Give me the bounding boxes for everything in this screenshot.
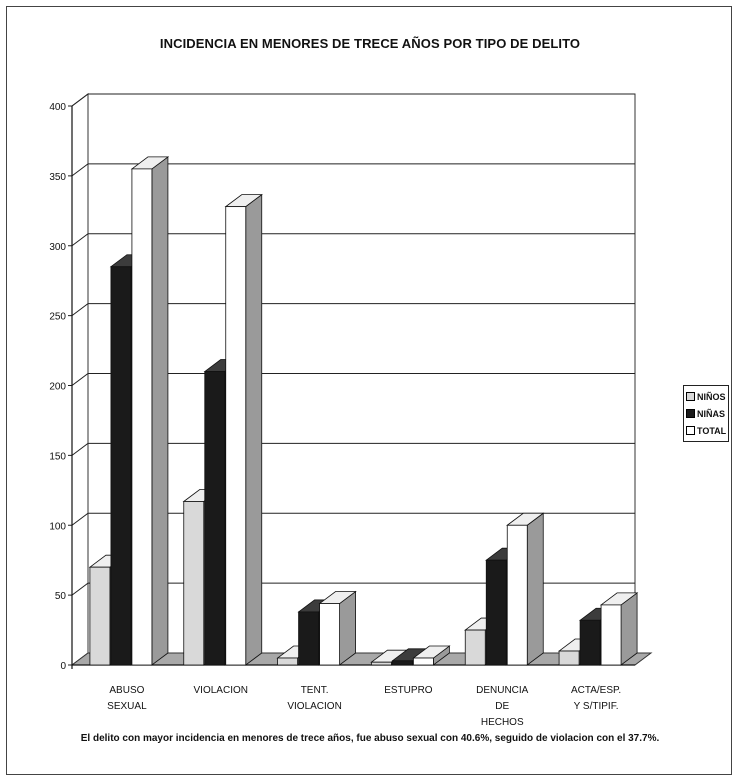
category-label-line: DENUNCIA [476,685,529,696]
gridline [71,582,635,596]
y-tick-label: 250 [49,312,66,323]
bar-front [579,619,601,666]
bar-front [319,603,340,666]
bar-front [225,206,247,666]
bar-side [151,156,169,666]
bar-total-0 [130,156,170,666]
legend: NIÑOS NIÑAS TOTAL [683,385,729,442]
bar-total-3 [412,645,451,666]
gridline [71,93,635,107]
category-label-line: ESTUPRO [384,685,433,696]
category-label-2: TENT. VIOLACION [270,683,360,715]
chart-frame [6,6,732,775]
category-label-line: ACTA/ESP. [570,685,622,696]
legend-swatch-total [686,426,695,435]
category-label-3: ESTUPRO [363,683,453,699]
bar-side [339,590,356,666]
gridline [71,233,635,247]
bar-front [392,660,413,666]
y-tick-label: 350 [49,172,66,183]
bar-front [485,559,507,666]
category-label-1: VIOLACION [176,683,266,699]
bar-front [204,371,226,666]
bar-front [558,650,580,666]
category-label-line: Y S/TIPIF. [573,701,619,712]
y-tick-label: 300 [49,242,66,253]
y-tick-label: 150 [49,451,66,462]
legend-item-total: TOTAL [686,422,726,439]
category-label-0: ABUSO SEXUAL [82,683,172,715]
legend-item-ninos: NIÑOS [686,388,726,405]
bar-total-1 [224,193,263,666]
legend-item-ninas: NIÑAS [686,405,726,422]
bar-side [245,193,263,666]
bar-side [526,512,544,666]
category-label-line: HECHOS [480,717,524,728]
category-label-line: TENT. [300,685,329,696]
gridlines [70,93,653,666]
gridline [71,303,635,317]
gridline [71,373,635,386]
bar-front [600,604,622,666]
bar-front [110,266,132,666]
bar-side [620,592,638,666]
bar-front [277,657,298,666]
legend-swatch-ninos [686,392,695,401]
bar-front [371,661,392,666]
category-label-line: VIOLACION [287,701,342,712]
y-tick-label: 100 [49,521,66,532]
gridline [71,163,635,177]
bar-front [506,524,528,666]
category-label-line: SEXUAL [107,701,147,712]
bar-front [298,611,319,666]
gridline [71,512,635,526]
bar-total-2 [318,590,357,666]
category-label-line: DE [495,701,510,712]
category-label-4: DENUNCIA DE HECHOS [457,683,547,731]
category-label-line: VIOLACION [193,685,248,696]
y-tick-label: 200 [49,382,66,393]
y-tick-label: 50 [55,591,67,602]
chart-title: INCIDENCIA EN MENORES DE TRECE AÑOS POR … [159,36,581,51]
category-label-line: ABUSO [109,685,145,696]
bar-front [131,168,153,666]
legend-label-ninos: NIÑOS [697,391,726,402]
y-tick-label: 400 [49,102,66,113]
category-label-5: ACTA/ESP. Y S/TIPIF. [551,683,641,715]
axes: 0 50 100 150 200 250 300 350 400 [49,102,635,672]
bars [88,156,639,666]
legend-label-ninas: NIÑAS [697,408,726,419]
bar-front [183,501,205,666]
bar-front [464,629,486,666]
gridline [71,442,635,456]
bar-front [413,657,434,666]
y-tick-label: 0 [60,661,66,672]
chart-caption: El delito con mayor incidencia en menore… [80,733,660,744]
bar-total-5 [599,592,639,666]
legend-swatch-ninas [686,409,695,418]
bar-total-4 [506,512,545,666]
bar-front [89,566,111,666]
legend-label-total: TOTAL [697,425,727,436]
